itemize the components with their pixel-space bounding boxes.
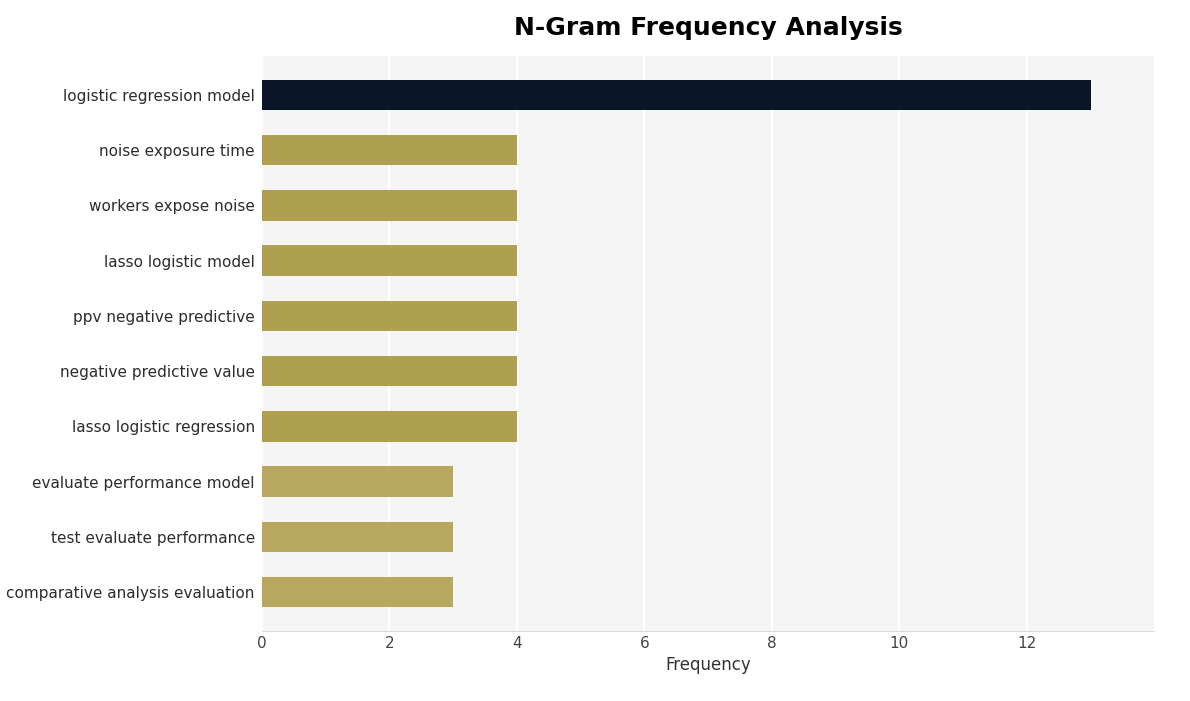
Bar bbox=[262, 356, 516, 386]
X-axis label: Frequency: Frequency bbox=[665, 656, 751, 674]
Bar bbox=[262, 577, 453, 607]
Title: N-Gram Frequency Analysis: N-Gram Frequency Analysis bbox=[514, 16, 902, 40]
Bar bbox=[262, 522, 453, 552]
Bar bbox=[262, 80, 1090, 110]
Bar bbox=[262, 466, 453, 497]
Bar bbox=[262, 135, 516, 165]
Bar bbox=[262, 301, 516, 331]
Bar bbox=[262, 411, 516, 442]
Bar bbox=[262, 245, 516, 275]
Bar bbox=[262, 190, 516, 221]
